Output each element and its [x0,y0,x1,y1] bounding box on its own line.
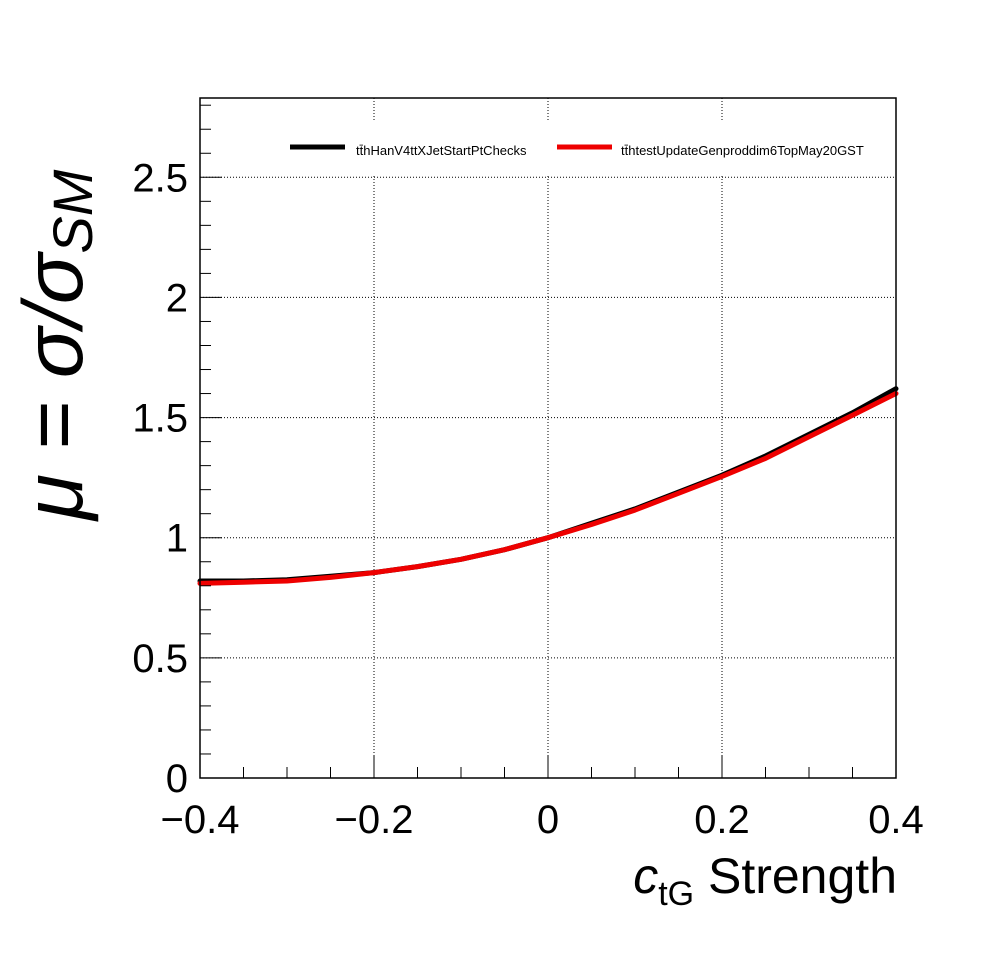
series-lines [197,386,899,586]
y-axis-title-main: μ = σ/σ [6,250,100,522]
y-tick-label: 1 [166,517,188,561]
x-tick-label: −0.4 [161,798,240,842]
x-axis-title-sub: tG [658,875,694,913]
legend-label: tt̄htestUpdateGenproddim6TopMay20GST [621,143,864,158]
x-axis-title-main: c [633,848,658,904]
y-tick-label: 2.5 [132,156,188,200]
x-axis-title: ctG Strength [633,848,897,913]
y-axis-title: μ = σ/σSM [6,169,104,522]
series-line-2 [197,391,899,586]
y-tick-label: 0.5 [132,637,188,681]
x-tick-label: 0 [537,798,559,842]
legend-label: tt̄hHanV4ttXJetStartPtChecks [356,143,527,158]
x-tick-label: −0.2 [335,798,414,842]
tick-labels: −0.4 −0.2 0 0.2 0.4 0 0.5 1 1.5 2 2.5 [132,156,923,842]
grid [200,98,896,778]
x-tick-label: 0.4 [868,798,924,842]
legend: tt̄hHanV4ttXJetStartPtChecks tt̄htestUpda… [278,122,896,174]
y-tick-label: 0 [166,757,188,801]
x-axis-title-suffix: Strength [694,848,897,904]
x-tick-label: 0.2 [694,798,750,842]
y-axis-title-sub: SM [41,169,104,253]
y-tick-label: 2 [166,276,188,320]
ticks [199,104,897,779]
y-tick-label: 1.5 [132,397,188,441]
